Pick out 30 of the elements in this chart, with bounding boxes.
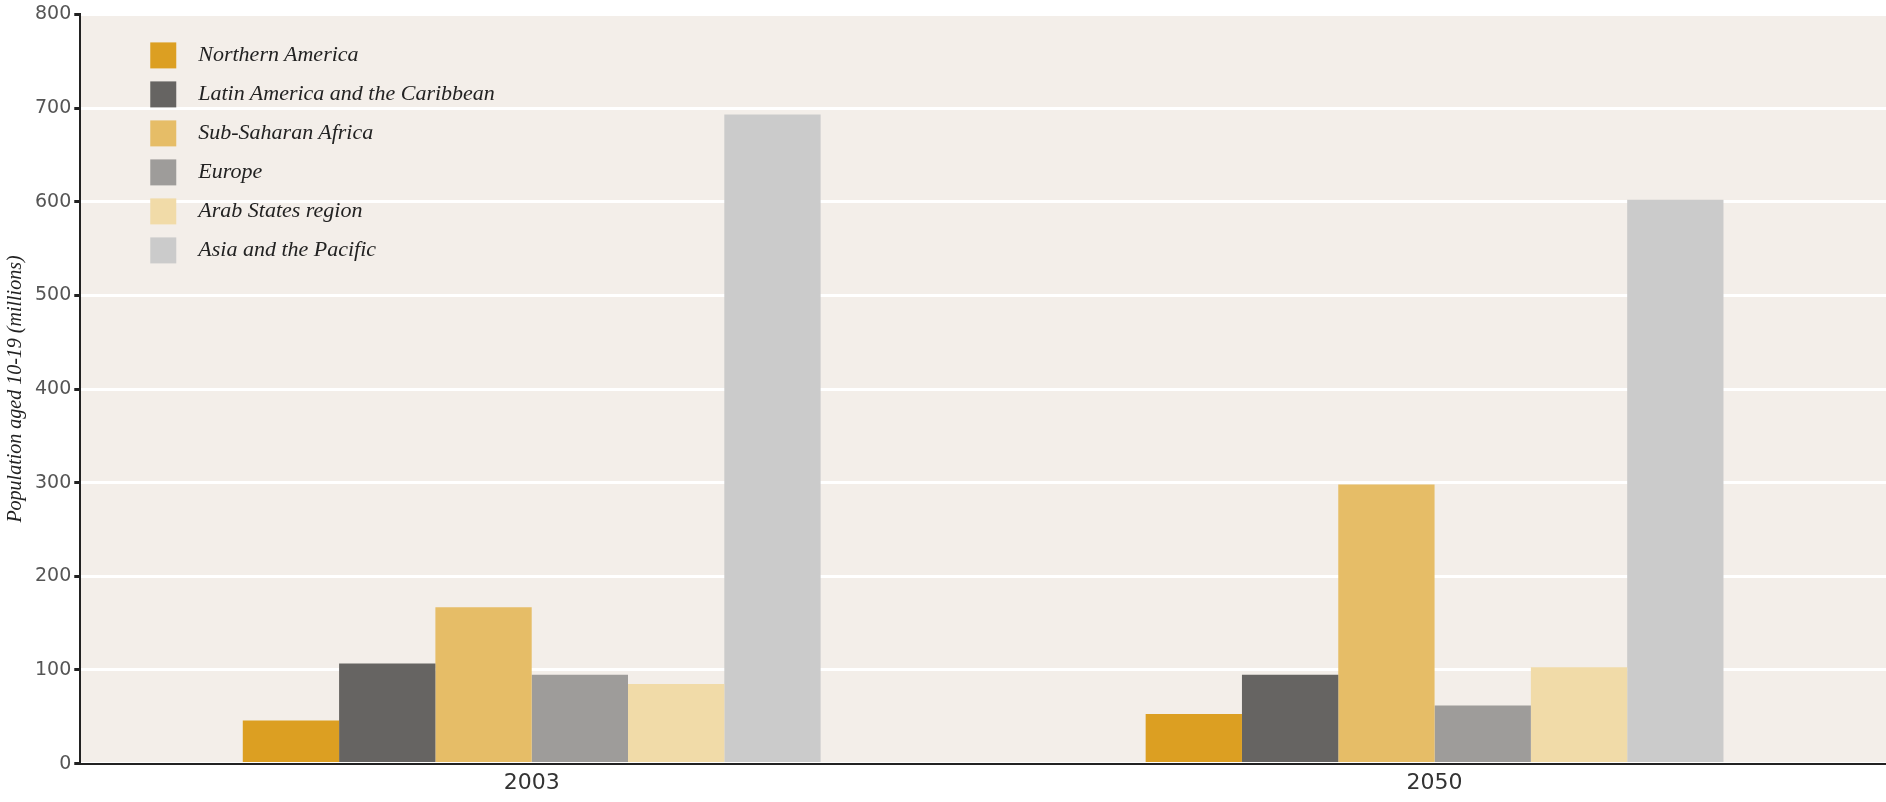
bar bbox=[1530, 667, 1628, 763]
bar bbox=[1338, 484, 1435, 763]
y-tick-label: 300 bbox=[35, 469, 72, 492]
legend-label: Northern America bbox=[197, 41, 359, 67]
bar bbox=[1627, 199, 1724, 763]
x-tick-label: 2050 bbox=[1406, 768, 1463, 794]
legend-label: Sub-Saharan Africa bbox=[198, 119, 374, 145]
bar bbox=[435, 607, 532, 763]
y-tick-label: 0 bbox=[59, 750, 72, 773]
x-tick-label: 2003 bbox=[503, 768, 560, 794]
bar bbox=[242, 720, 340, 763]
legend-label: Latin America and the Caribbean bbox=[197, 80, 495, 106]
y-tick-label: 100 bbox=[35, 656, 72, 679]
y-tick-label: 200 bbox=[35, 563, 72, 586]
y-tick-label: 400 bbox=[35, 375, 72, 398]
y-axis-title: Population aged 10-19 (millions) bbox=[3, 255, 27, 524]
y-tick-label: 700 bbox=[35, 94, 72, 117]
bar bbox=[1434, 705, 1531, 763]
bar bbox=[628, 684, 725, 763]
y-tick-label: 800 bbox=[35, 1, 72, 24]
legend-label: Arab States region bbox=[196, 197, 363, 223]
legend-label: Europe bbox=[197, 158, 263, 184]
bar bbox=[1241, 674, 1339, 763]
bar bbox=[1145, 713, 1242, 763]
y-tick-label: 500 bbox=[35, 282, 72, 305]
bar bbox=[724, 114, 821, 763]
bar bbox=[339, 663, 436, 763]
legend-label: Asia and the Pacific bbox=[196, 236, 377, 262]
y-tick-label: 600 bbox=[35, 188, 72, 211]
bar bbox=[531, 674, 629, 763]
